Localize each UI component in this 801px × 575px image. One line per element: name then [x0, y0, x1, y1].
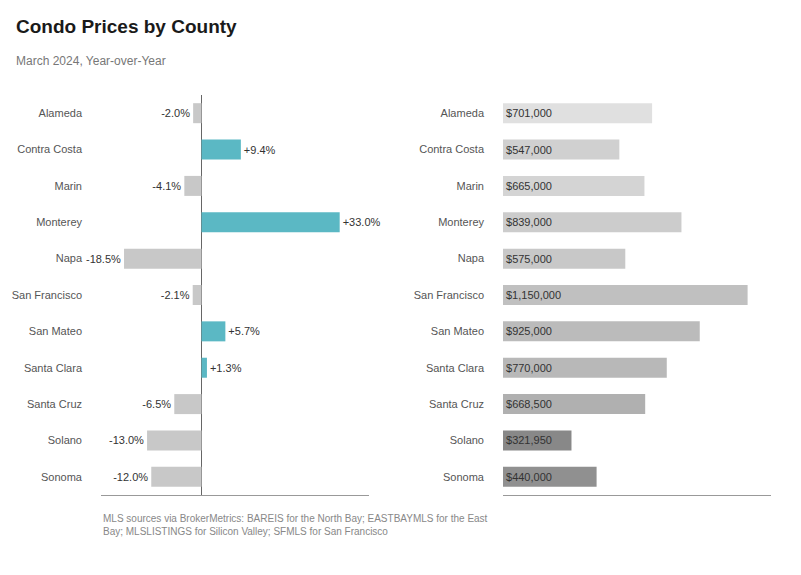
svg-text:Sonoma: Sonoma	[443, 471, 485, 483]
svg-text:San Mateo: San Mateo	[431, 325, 484, 337]
svg-text:$665,000: $665,000	[506, 180, 552, 192]
svg-text:+9.4%: +9.4%	[244, 144, 276, 156]
svg-text:-4.1%: -4.1%	[152, 180, 181, 192]
svg-text:Napa: Napa	[458, 252, 485, 264]
svg-text:$440,000: $440,000	[506, 471, 552, 483]
svg-text:Monterey: Monterey	[36, 216, 82, 228]
svg-text:$575,000: $575,000	[506, 253, 552, 265]
svg-text:San Francisco: San Francisco	[12, 289, 82, 301]
svg-text:Contra Costa: Contra Costa	[419, 143, 485, 155]
svg-text:$701,000: $701,000	[506, 107, 552, 119]
svg-text:Napa: Napa	[56, 252, 83, 264]
svg-text:-18.5%: -18.5%	[86, 253, 121, 265]
svg-text:Sonoma: Sonoma	[41, 471, 83, 483]
svg-text:+5.7%: +5.7%	[228, 325, 260, 337]
svg-text:+1.3%: +1.3%	[210, 362, 242, 374]
svg-text:-2.1%: -2.1%	[161, 289, 190, 301]
svg-text:Solano: Solano	[450, 434, 484, 446]
svg-text:Condo Prices by County: Condo Prices by County	[16, 16, 237, 37]
svg-text:Monterey: Monterey	[438, 216, 484, 228]
svg-text:March 2024, Year-over-Year: March 2024, Year-over-Year	[16, 54, 166, 68]
svg-text:$925,000: $925,000	[506, 325, 552, 337]
svg-text:-6.5%: -6.5%	[142, 398, 171, 410]
svg-text:Santa Clara: Santa Clara	[426, 362, 485, 374]
svg-text:-12.0%: -12.0%	[113, 471, 148, 483]
svg-text:Marin: Marin	[456, 180, 484, 192]
svg-text:$839,000: $839,000	[506, 216, 552, 228]
svg-text:$668,500: $668,500	[506, 398, 552, 410]
svg-text:Marin: Marin	[54, 180, 82, 192]
svg-text:Alameda: Alameda	[39, 107, 83, 119]
svg-text:$1,150,000: $1,150,000	[506, 289, 561, 301]
svg-text:Santa Cruz: Santa Cruz	[27, 398, 82, 410]
svg-text:$321,950: $321,950	[506, 434, 552, 446]
svg-text:Santa Clara: Santa Clara	[24, 362, 83, 374]
svg-text:Solano: Solano	[48, 434, 82, 446]
svg-text:-2.0%: -2.0%	[161, 107, 190, 119]
svg-text:$547,000: $547,000	[506, 144, 552, 156]
svg-text:Santa Cruz: Santa Cruz	[429, 398, 484, 410]
svg-text:Alameda: Alameda	[441, 107, 485, 119]
svg-text:$770,000: $770,000	[506, 362, 552, 374]
svg-text:Contra Costa: Contra Costa	[17, 143, 83, 155]
svg-text:-13.0%: -13.0%	[109, 434, 144, 446]
svg-text:San Francisco: San Francisco	[414, 289, 484, 301]
svg-text:MLS sources via BrokerMetrics:: MLS sources via BrokerMetrics: BAREIS fo…	[103, 513, 488, 537]
svg-text:San Mateo: San Mateo	[29, 325, 82, 337]
svg-text:+33.0%: +33.0%	[343, 216, 381, 228]
